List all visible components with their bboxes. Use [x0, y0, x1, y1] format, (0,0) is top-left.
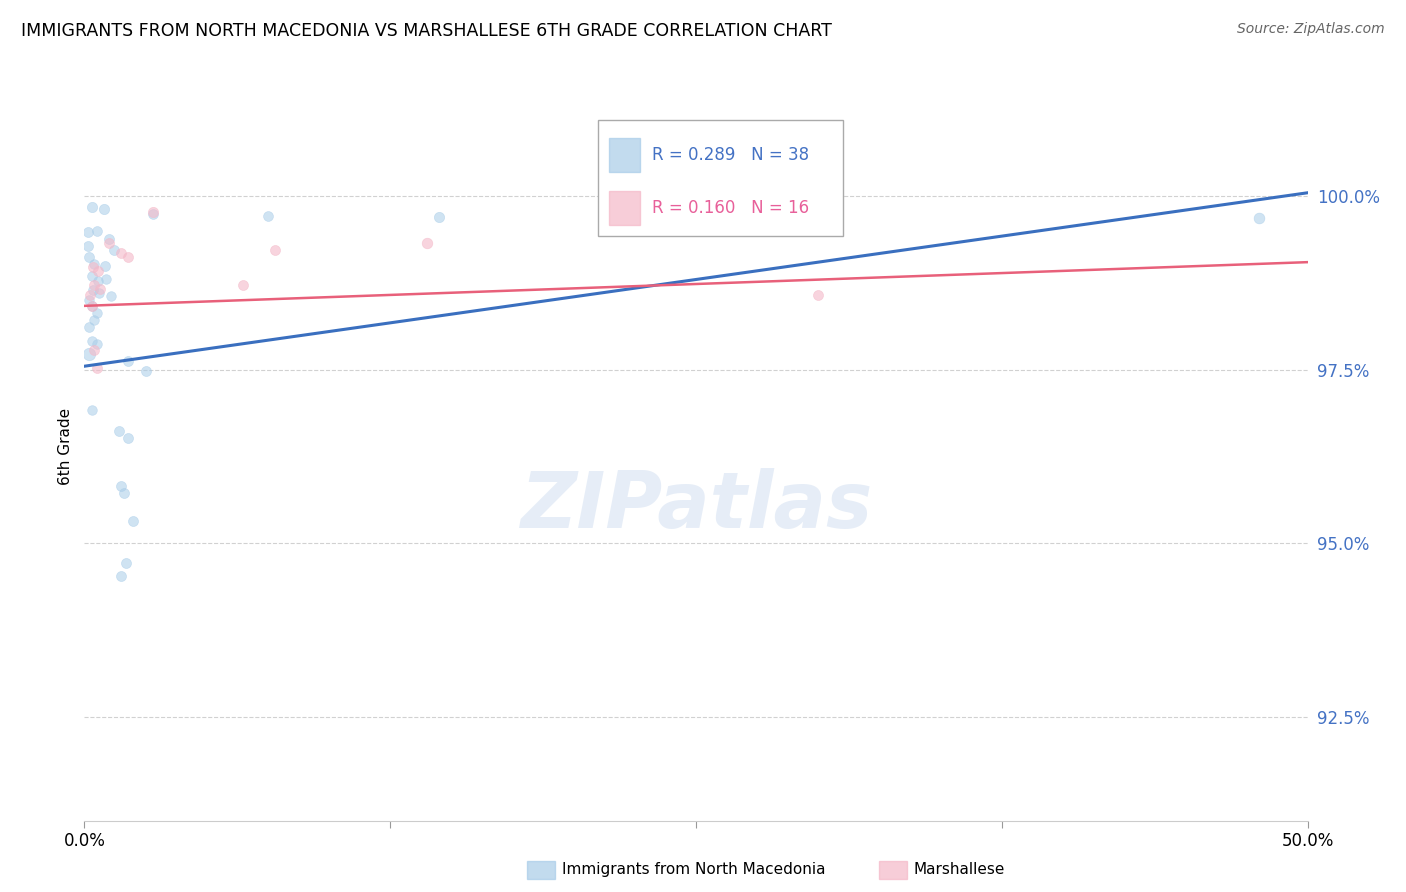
- Point: [142, 204, 165, 219]
- Point: [83, 257, 105, 271]
- Point: [264, 244, 287, 258]
- Text: R = 0.160   N = 16: R = 0.160 N = 16: [651, 199, 808, 217]
- Point: [232, 278, 254, 293]
- Point: [86, 224, 108, 238]
- Point: [82, 283, 104, 297]
- Text: Marshallese: Marshallese: [914, 863, 1005, 877]
- Point: [80, 403, 103, 417]
- Point: [117, 431, 139, 445]
- Point: [94, 259, 117, 273]
- Point: [79, 288, 101, 302]
- Point: [117, 354, 139, 368]
- Point: [110, 569, 132, 583]
- Point: [87, 286, 110, 301]
- Point: [807, 288, 830, 302]
- Point: [77, 293, 100, 308]
- Point: [89, 281, 111, 295]
- Text: Source: ZipAtlas.com: Source: ZipAtlas.com: [1237, 22, 1385, 37]
- Point: [83, 278, 105, 293]
- Point: [100, 289, 122, 303]
- Point: [77, 239, 100, 253]
- Point: [83, 343, 105, 358]
- Point: [80, 268, 103, 283]
- Point: [257, 209, 280, 223]
- Point: [80, 200, 103, 214]
- Point: [86, 306, 108, 320]
- Point: [142, 206, 165, 220]
- Point: [112, 486, 135, 500]
- Text: IMMIGRANTS FROM NORTH MACEDONIA VS MARSHALLESE 6TH GRADE CORRELATION CHART: IMMIGRANTS FROM NORTH MACEDONIA VS MARSH…: [21, 22, 832, 40]
- Point: [87, 274, 110, 288]
- Point: [77, 250, 100, 264]
- Point: [83, 312, 105, 326]
- Point: [135, 364, 157, 378]
- Point: [103, 244, 125, 258]
- Point: [86, 361, 108, 376]
- Y-axis label: 6th Grade: 6th Grade: [58, 408, 73, 484]
- Point: [77, 347, 100, 361]
- Point: [110, 479, 132, 493]
- Text: ZIPatlas: ZIPatlas: [520, 468, 872, 544]
- Point: [1247, 211, 1270, 226]
- Text: Immigrants from North Macedonia: Immigrants from North Macedonia: [562, 863, 825, 877]
- Point: [107, 424, 129, 438]
- Point: [77, 225, 100, 239]
- Point: [86, 337, 108, 351]
- Text: R = 0.289   N = 38: R = 0.289 N = 38: [651, 146, 808, 164]
- Point: [87, 264, 110, 278]
- Point: [117, 250, 139, 264]
- Point: [93, 202, 115, 216]
- Point: [80, 334, 103, 348]
- Point: [122, 514, 145, 528]
- Point: [97, 232, 120, 246]
- Point: [96, 272, 118, 286]
- Point: [427, 210, 450, 224]
- Point: [82, 299, 104, 313]
- Point: [82, 260, 104, 274]
- Point: [110, 246, 132, 260]
- Point: [97, 236, 120, 251]
- Point: [77, 319, 100, 334]
- Point: [416, 236, 439, 251]
- Point: [115, 556, 138, 570]
- Point: [80, 299, 103, 313]
